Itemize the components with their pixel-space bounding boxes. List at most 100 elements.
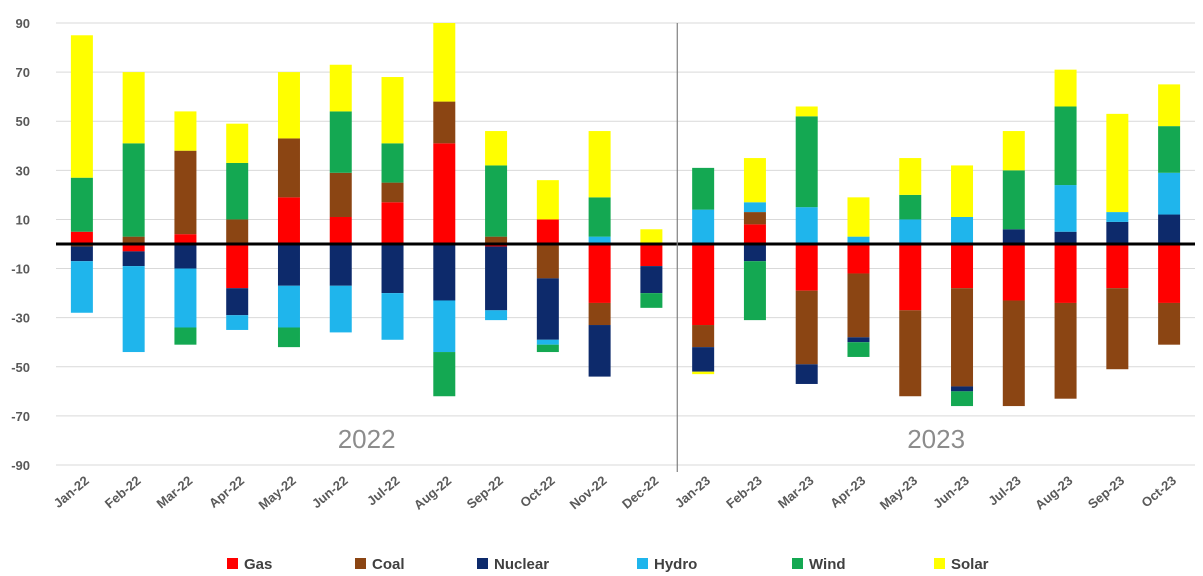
bar-segment-solar [640,229,663,244]
legend-swatch [477,558,488,569]
legend-item-wind: Wind [792,556,846,573]
bar-segment-hydro [433,300,456,353]
bar-segment-coal [1002,300,1025,407]
bar-segment-coal [174,150,197,235]
bar-segment-hydro [70,261,93,313]
y-tick-label: 50 [16,114,30,129]
bar-segment-wind [847,342,870,357]
x-tick-label: Oct-22 [517,473,558,511]
bar-segment-nuclear [174,244,197,269]
bar-segment-coal [1054,302,1077,399]
bar-segment-wind [433,352,456,397]
bar-segment-gas [381,202,404,244]
bar-segment-solar [329,64,352,112]
y-tick-label: 70 [16,65,30,80]
y-tick-label: -30 [11,311,30,326]
bar-segment-hydro [1054,185,1077,232]
bar-segment-nuclear [1158,214,1181,244]
bar-segment-gas [743,224,766,244]
bar-segment-nuclear [381,244,404,294]
x-tick-label: Sep-23 [1085,473,1127,512]
bar-segment-gas [1054,244,1077,303]
bar-segment-coal [485,236,508,244]
bar-segment-hydro [951,216,974,244]
x-tick-label: Jun-23 [930,473,972,511]
bar-segment-coal [795,290,818,365]
bar-segment-nuclear [329,244,352,286]
legend: Gas Coal Nuclear Hydro Wind Solar [227,556,989,573]
legend-swatch [227,558,238,569]
bar-segment-solar [485,131,508,166]
bar-segment-nuclear [536,278,559,340]
bar-segment-wind [174,327,197,345]
bar-segment-wind [226,162,249,220]
x-tick-label: Aug-22 [411,473,454,513]
bar-segment-wind [1054,106,1077,186]
bar-segment-gas [588,244,611,303]
legend-label: Solar [951,556,989,573]
bar-segment-hydro [381,293,404,340]
bar-segment-gas [277,197,300,244]
bar-segment-wind [381,143,404,183]
bar-segment-gas [899,244,922,311]
legend-item-hydro: Hydro [637,556,697,573]
bar-segment-nuclear [743,244,766,262]
bar-segment-wind [951,391,974,407]
bar-segment-coal [588,302,611,326]
legend-label: Wind [809,556,846,573]
bar-segment-coal [847,273,870,338]
bar-segment-solar [899,158,922,195]
bar-segment-wind [536,344,559,353]
bar-segment-solar [122,72,145,144]
bar-segment-gas [951,244,974,289]
bar-segment-hydro [536,339,559,345]
bar-segment-nuclear [847,337,870,343]
bar-segment-nuclear [277,244,300,286]
bar-segment-hydro [692,209,715,244]
bar-segment-hydro [795,207,818,244]
bar-segment-gas [640,244,663,267]
bar-segment-hydro [122,266,145,353]
bar-segment-hydro [329,285,352,333]
bar-segment-hydro [1158,172,1181,215]
legend-swatch [355,558,366,569]
bar-segment-hydro [485,310,508,321]
x-tick-label: Feb-23 [723,473,765,511]
x-tick-label: Jan-22 [51,473,92,511]
bar-segment-coal [536,244,559,279]
legend-label: Coal [372,556,405,573]
x-tick-label: May-23 [877,473,920,513]
bar-segment-wind [485,165,508,237]
bar-segment-solar [1054,69,1077,107]
y-tick-label: -10 [11,262,30,277]
year-label-2023: 2023 [907,424,965,454]
bar-segment-nuclear [122,251,145,267]
y-tick-label: 30 [16,163,30,178]
x-tick-label: Oct-23 [1138,473,1179,511]
x-tick-label: May-22 [255,473,298,513]
bar-segment-coal [381,182,404,203]
legend-label: Gas [244,556,272,573]
bar-segment-wind [277,327,300,348]
legend-swatch [792,558,803,569]
y-tick-label: -90 [11,458,30,473]
bar-segment-wind [640,293,663,308]
bar-segment-solar [951,165,974,217]
bar-segment-nuclear [640,266,663,294]
bar-segment-hydro [847,236,870,244]
bar-segment-hydro [1106,212,1129,222]
legend-item-solar: Solar [934,556,989,573]
bar-segment-coal [122,236,145,244]
bar-segment-gas [795,244,818,291]
bar-segment-wind [743,261,766,321]
y-axis: 90 70 50 30 10 -10 -30 -50 -70 -90 [11,16,30,473]
bar-segment-nuclear [1106,221,1129,244]
bar-segment-gas [1002,244,1025,301]
bar-segment-wind [1002,170,1025,230]
bar-segment-solar [277,72,300,139]
bar-segment-solar [174,111,197,151]
bars [70,23,1181,407]
bar-segment-hydro [277,285,300,328]
bar-segment-coal [1106,288,1129,370]
bar-segment-hydro [226,315,249,330]
